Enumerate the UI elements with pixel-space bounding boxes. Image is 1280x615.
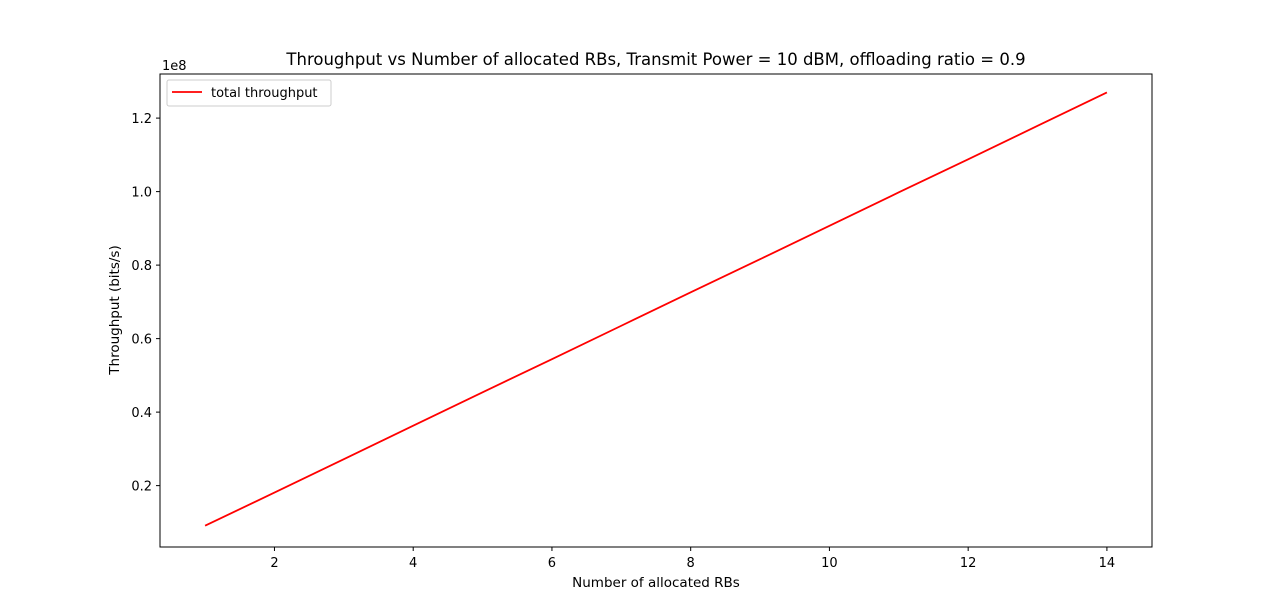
legend-box <box>166 79 332 107</box>
y-tick-label: 0.4 <box>131 406 152 421</box>
series-layer <box>204 91 1108 527</box>
x-tick-label: 12 <box>960 556 977 571</box>
y-axis: 0.2 0.4 0.6 0.8 1.0 1.2 <box>131 112 160 495</box>
y-offset-label: 1e8 <box>162 59 187 74</box>
y-tick-label: 1.0 <box>131 186 152 201</box>
x-tick-label: 14 <box>1099 556 1116 571</box>
x-axis-label: Number of allocated RBs <box>572 575 740 591</box>
series-line-0 <box>204 91 1108 527</box>
x-tick-label: 8 <box>687 556 695 571</box>
x-tick-label: 10 <box>821 556 838 571</box>
y-tick-label: 0.6 <box>131 333 152 348</box>
legend-label: total throughput <box>211 86 318 101</box>
x-tick-label: 6 <box>548 556 556 571</box>
y-axis-label: Throughput (bits/s) <box>107 245 123 375</box>
x-tick-label: 4 <box>409 556 417 571</box>
y-tick-label: 1.2 <box>131 112 152 127</box>
chart-title: Throughput vs Number of allocated RBs, T… <box>285 50 1025 69</box>
x-axis: 2 4 6 8 10 12 14 <box>270 547 1115 571</box>
y-tick-label: 0.8 <box>131 259 152 274</box>
legend: total throughput <box>166 79 332 107</box>
y-tick-label: 0.2 <box>131 480 152 495</box>
x-tick-label: 2 <box>270 556 278 571</box>
